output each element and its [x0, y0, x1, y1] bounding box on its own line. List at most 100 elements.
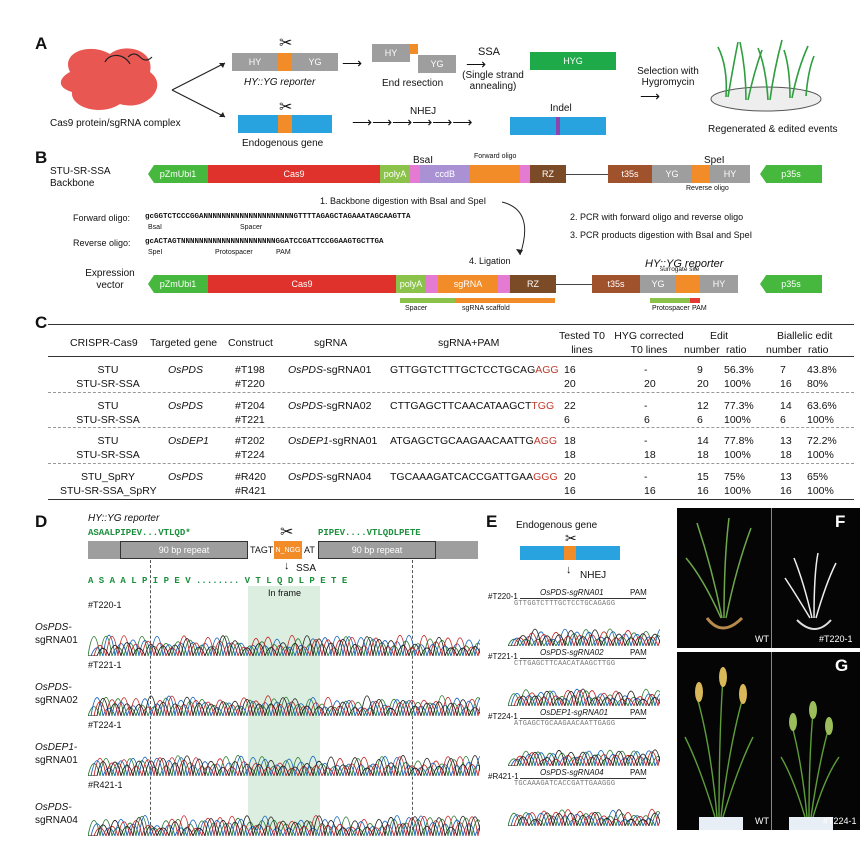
endogenous-cut [278, 115, 292, 133]
surrogate-label: surrogate site [660, 266, 700, 273]
resection-yg: YG [418, 55, 456, 73]
header-bi-ratio: ratio [808, 344, 829, 356]
e-trace-sgrna: OsPDS-sgRNA04 [540, 768, 604, 777]
d-chromatogram [87, 612, 491, 661]
d-trace-id: #T220-1 [88, 600, 122, 610]
expr-t35s: t35s [592, 275, 640, 293]
table-cell-construct: #T198 [235, 364, 265, 376]
table-cell-tested: 18 [564, 449, 576, 461]
scissors-icon: ✂ [279, 99, 293, 116]
trace-peaks [88, 634, 491, 658]
expr-yg: YG [640, 275, 676, 293]
trace-peaks [88, 634, 488, 658]
expr-pink [426, 275, 438, 293]
table-cell-hyg: 16 [644, 485, 656, 497]
e-trace-seq: ATGAGCTGCAAGAACAATTGAGG [514, 720, 616, 728]
expr-cut [676, 275, 700, 293]
d-trace-gene: OsPDS- [35, 622, 72, 633]
d-trace-id: #T224-1 [88, 720, 122, 730]
reverse-oligo-top-label: Reverse oligo [686, 185, 729, 192]
flow-arrow [501, 201, 526, 256]
table-cell-tested: 18 [564, 435, 576, 447]
rev-pam-label: PAM [276, 249, 291, 256]
d-trace-gene: OsPDS- [35, 802, 72, 813]
f-wt-label: WT [755, 634, 769, 644]
d-aa-right: PIPEV....VTLQDLPETE [318, 528, 421, 538]
trace-peaks [88, 635, 482, 658]
backbone-pink-site [410, 165, 420, 183]
table-cell-edit_n: 9 [697, 364, 703, 376]
table-cell-tested: 20 [564, 471, 576, 483]
d-trace-sgrna: sgRNA04 [35, 815, 78, 826]
expression-reporter-label: HY::YG reporter [645, 258, 724, 270]
backbone-yg: YG [652, 165, 692, 183]
rev-oligo-seq: gcACTAGTNNNNNNNNNNNNNNNNNNNNNGGATCCGATTC… [145, 238, 384, 246]
e-gene-cut [564, 546, 576, 560]
e-trace-seq: CTTGAGCTTCAACATAAGCTTGG [514, 660, 616, 668]
backbone-label: STU-SR-SSA Backbone [50, 166, 111, 189]
table-cell-hyg: - [644, 364, 648, 376]
gene-name: OsPDS [288, 364, 324, 376]
arrow-down-icon: ↓ [566, 564, 572, 576]
backbone-p35s: p35s [760, 165, 822, 183]
table-cell-edit_n: 12 [697, 400, 709, 412]
reporter-yg-segment: YG [292, 53, 338, 71]
e-trace-pam: PAM [630, 588, 647, 597]
d-trace-gene: OsPDS- [35, 682, 72, 693]
d-chromatogram [87, 732, 491, 781]
e-chromatogram [507, 670, 671, 711]
table-cell-gene: OsPDS [168, 400, 204, 412]
e-trace-sgrna: OsPDS-sgRNA02 [540, 648, 604, 657]
table-cell-bi_n: 7 [780, 364, 786, 376]
expr-pink2 [498, 275, 510, 293]
trace-peaks [88, 755, 482, 778]
header-edit-number: number [684, 344, 720, 356]
d-ssa-label: SSA [296, 563, 317, 574]
indel-mark [556, 117, 560, 135]
table-cell-crispr: STU [97, 364, 119, 376]
seedling-illustration [685, 517, 837, 630]
table-cell-crispr: STU [97, 435, 119, 447]
panel-b-letter: B [35, 148, 48, 167]
table-cell-tested: 16 [564, 364, 576, 376]
e-chromatogram [507, 790, 671, 831]
rev-spei-label: SpeI [148, 249, 163, 256]
g-mut-label: #T224-1 [823, 816, 857, 826]
table-cell-crispr: STU-SR-SSA [76, 449, 140, 461]
rev-protospacer-label: Protospacer [215, 249, 253, 256]
header-construct: Construct [228, 337, 273, 349]
e-trace-seq: TGCAAAGATCACCGATTGAAGGG [514, 780, 616, 788]
header-sgrna: sgRNA [314, 337, 348, 349]
header-bi-number: number [766, 344, 802, 356]
table-cell-edit_r: 100% [724, 414, 751, 426]
table-cell-seq: TGCAAAGATCACCGATTGAAGGG [390, 470, 558, 484]
d-in-frame-label: In frame [268, 588, 302, 598]
table-cell-sgrna: OsPDS-sgRNA01 [288, 364, 372, 376]
panel-g-photo: G WT #T224-1 [677, 652, 860, 830]
panel-c-letter: C [35, 313, 48, 332]
e-trace-underline [520, 658, 646, 659]
e-trace-underline [520, 778, 646, 779]
branch-arrows [171, 62, 226, 118]
table-cell-edit_n: 15 [697, 471, 709, 483]
expr-polya: polyA [396, 275, 426, 293]
table-sep-2 [48, 427, 854, 428]
table-cell-construct: #R420 [235, 471, 266, 483]
table-cell-gene: OsDEP1 [168, 435, 209, 447]
indel-label: Indel [550, 103, 572, 114]
expression-vector-label: Expression vector [85, 268, 135, 291]
d-aa-left: ASAALPIPEV...VTLQD* [88, 528, 191, 538]
resection-cut [410, 44, 418, 54]
e-trace-sgrna: OsPDS-sgRNA01 [540, 588, 604, 597]
e-trace-id: #T220-1 [488, 592, 518, 601]
scissors-icon: ✂ [280, 524, 294, 541]
gene-name: OsDEP1 [288, 435, 329, 447]
header-tested: Tested T0 lines [559, 330, 605, 356]
panel-f-photo: F WT #T220-1 [677, 508, 860, 648]
e-trace-underline [520, 598, 646, 599]
table-bottom-rule [48, 499, 854, 500]
table-cell-bi_n: 13 [780, 435, 792, 447]
petri-dish-illustration [710, 39, 822, 112]
cas9-complex-label: Cas9 protein/sgRNA complex [50, 118, 181, 129]
backbone-ccdb: ccdB [420, 165, 470, 183]
